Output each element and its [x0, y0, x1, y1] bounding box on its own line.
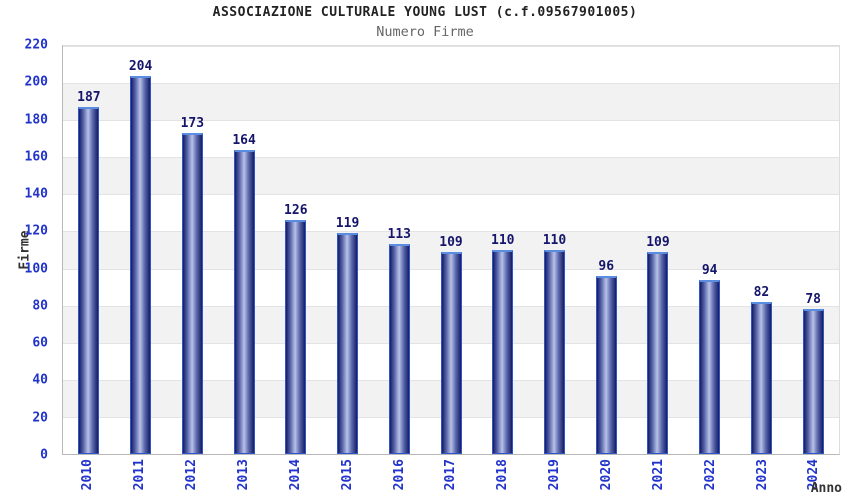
bar-value-label: 109	[646, 234, 670, 250]
y-tick-label: 80	[32, 298, 48, 314]
bar-2011[interactable]: 204	[129, 59, 152, 454]
bar-2017[interactable]: 109	[439, 235, 463, 454]
bar-2012[interactable]: 173	[181, 116, 204, 454]
y-axis: 0 20 40 60 80 100 120 140 160 180 200 220	[0, 39, 56, 462]
chart-title: ASSOCIAZIONE CULTURALE YOUNG LUST (c.f.0…	[212, 5, 638, 20]
x-tick-slot: 2015	[321, 459, 373, 499]
y-tick-label: 180	[24, 112, 48, 128]
bar-slot: 187	[63, 46, 115, 454]
bar-2010[interactable]: 187	[77, 90, 101, 454]
x-tick-slot: 2017	[425, 459, 477, 499]
x-tick-label: 2020	[599, 459, 615, 491]
bar-slot: 94	[684, 46, 736, 454]
y-tick-label: 200	[24, 74, 48, 90]
bar-value-label: 94	[701, 262, 718, 278]
bar-slot: 173	[166, 46, 218, 454]
x-tick-slot: 2022	[684, 459, 736, 499]
bar-slot: 110	[529, 46, 581, 454]
bar-slot: 119	[322, 46, 374, 454]
y-tick-label: 0	[40, 447, 48, 463]
x-tick-slot: 2013	[218, 459, 270, 499]
x-tick-label: 2015	[339, 459, 355, 491]
bar-2020[interactable]: 96	[595, 259, 617, 454]
x-tick-label: 2018	[495, 459, 511, 491]
plot-area: 187 204 173 164 126 119 113 109 110 110 96 109 94 82 7…	[62, 45, 840, 455]
band-gray	[63, 83, 839, 121]
band-white	[63, 46, 839, 84]
x-tick-label: 2013	[236, 459, 251, 491]
bar-value-label: 173	[180, 116, 205, 132]
x-tick-label: 2012	[184, 459, 200, 491]
bar-2015[interactable]: 119	[336, 216, 359, 454]
x-tick-label: 2014	[287, 459, 303, 491]
x-tick-label: 2023	[754, 459, 770, 491]
bar-slot: 110	[477, 46, 529, 454]
bar-2019[interactable]: 110	[543, 233, 566, 454]
y-tick-label: 100	[24, 261, 48, 277]
x-tick-slot: 2020	[581, 459, 633, 499]
bar-2021[interactable]: 109	[646, 235, 670, 454]
x-tick-slot: 2012	[166, 459, 218, 499]
x-tick-slot: 2014	[269, 459, 321, 499]
x-tick-slot: 2011	[114, 459, 166, 499]
y-tick-label: 120	[24, 223, 48, 239]
y-tick-label: 220	[24, 37, 48, 53]
bars-container: 187 204 173 164 126 119 113 109 110 110 96 109 94 82 7…	[63, 46, 839, 454]
x-tick-slot: 2019	[529, 459, 581, 499]
x-axis: 2010 2011 2012 2013 2014 2015 2016 2017 2018 2019…	[62, 459, 840, 499]
x-tick-label: 2010	[80, 459, 96, 491]
bar-value-label: 109	[439, 234, 463, 250]
bar-slot: 82	[736, 46, 788, 454]
bar-value-label: 119	[335, 216, 360, 232]
x-tick-slot: 2023	[736, 459, 788, 499]
bar-value-label: 110	[542, 233, 567, 248]
bar-2014[interactable]: 126	[284, 203, 308, 454]
bar-2018[interactable]: 110	[491, 233, 514, 454]
y-tick-label: 160	[24, 149, 48, 165]
x-axis-title: Anno	[810, 481, 842, 496]
bar-slot: 78	[787, 46, 839, 454]
chart-subtitle: Numero Firme	[376, 24, 474, 40]
x-tick-slot: 2021	[632, 459, 684, 499]
bar-slot: 164	[218, 46, 270, 454]
bar-value-label: 126	[284, 203, 308, 219]
bar-value-label: 78	[805, 292, 821, 308]
bar-slot: 113	[373, 46, 425, 454]
x-tick-label: 2016	[391, 459, 407, 491]
x-tick-label: 2021	[650, 459, 666, 491]
bar-value-label: 96	[598, 258, 615, 274]
bar-value-label: 110	[490, 233, 515, 248]
bar-2013[interactable]: 164	[232, 133, 256, 454]
x-tick-label: 2011	[132, 459, 148, 491]
y-tick-label: 60	[32, 335, 48, 351]
bar-value-label: 164	[232, 132, 256, 148]
bar-2023[interactable]: 82	[750, 285, 772, 454]
bar-value-label: 113	[387, 227, 412, 243]
bar-slot: 96	[580, 46, 632, 454]
bar-2024[interactable]: 78	[802, 292, 824, 454]
x-tick-label: 2017	[443, 459, 459, 491]
y-tick-label: 140	[24, 186, 48, 202]
x-tick-slot: 2010	[62, 459, 114, 499]
bar-value-label: 82	[753, 284, 770, 300]
bar-value-label: 187	[77, 90, 101, 106]
bar-value-label: 204	[128, 58, 153, 74]
bar-slot: 204	[115, 46, 167, 454]
y-tick-label: 40	[32, 372, 48, 388]
bar-2022[interactable]: 94	[699, 263, 721, 454]
bar-slot: 126	[270, 46, 322, 454]
x-tick-label: 2022	[702, 459, 718, 491]
y-tick-label: 20	[32, 410, 48, 426]
bar-slot: 109	[425, 46, 477, 454]
x-tick-slot: 2018	[477, 459, 529, 499]
x-tick-label: 2019	[547, 459, 563, 491]
bar-slot: 109	[632, 46, 684, 454]
bar-2016[interactable]: 113	[388, 227, 411, 454]
x-tick-slot: 2016	[373, 459, 425, 499]
